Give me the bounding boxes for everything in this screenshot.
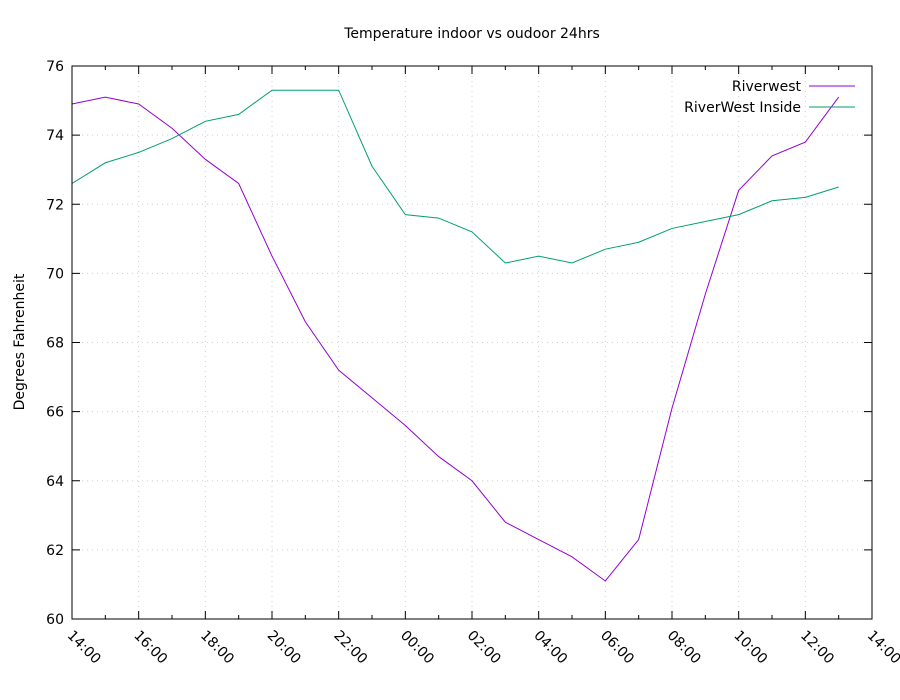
axis-ticks: 60 62 64 66 68 70 72 74 76 14:00 16:00 18:00 20:00 22… bbox=[46, 59, 900, 667]
x-tick-label: 20:00 bbox=[264, 628, 304, 668]
x-tick-label: 00:00 bbox=[397, 628, 437, 668]
x-tick-label: 18:00 bbox=[197, 628, 237, 668]
y-tick-label: 64 bbox=[46, 474, 64, 490]
y-tick-label: 74 bbox=[46, 128, 64, 144]
x-tick-label: 04:00 bbox=[530, 628, 570, 668]
y-tick-label: 72 bbox=[46, 197, 64, 213]
x-tick-label: 16:00 bbox=[130, 628, 170, 668]
x-tick-label: 06:00 bbox=[597, 628, 637, 668]
y-tick-label: 66 bbox=[46, 405, 64, 421]
x-tick-label: 12:00 bbox=[797, 628, 837, 668]
x-tick-label: 08:00 bbox=[664, 628, 704, 668]
y-tick-label: 68 bbox=[46, 336, 64, 352]
y-axis-label-group: Degrees Fahrenheit bbox=[12, 273, 28, 410]
y-tick-label: 62 bbox=[46, 543, 64, 559]
y-tick-label: 60 bbox=[46, 612, 64, 628]
x-tick-label: 22:00 bbox=[330, 628, 370, 668]
y-axis-label: Degrees Fahrenheit bbox=[12, 273, 28, 410]
x-tick-label: 10:00 bbox=[730, 628, 770, 668]
grid-lines bbox=[72, 66, 872, 619]
x-tick-label: 02:00 bbox=[464, 628, 504, 668]
series-line-1 bbox=[71, 89, 839, 264]
series-line-0 bbox=[71, 96, 840, 582]
y-tick-label: 76 bbox=[46, 59, 64, 75]
legend-label: RiverWest Inside bbox=[684, 100, 801, 116]
series-lines bbox=[71, 89, 840, 582]
x-tick-label: 14:00 bbox=[64, 628, 104, 668]
chart-title: Temperature indoor vs oudoor 24hrs bbox=[343, 26, 600, 42]
x-tick-label: 14:00 bbox=[864, 628, 900, 668]
legend: Riverwest RiverWest Inside bbox=[684, 79, 855, 116]
y-tick-label: 70 bbox=[46, 266, 64, 282]
legend-label: Riverwest bbox=[732, 79, 802, 95]
